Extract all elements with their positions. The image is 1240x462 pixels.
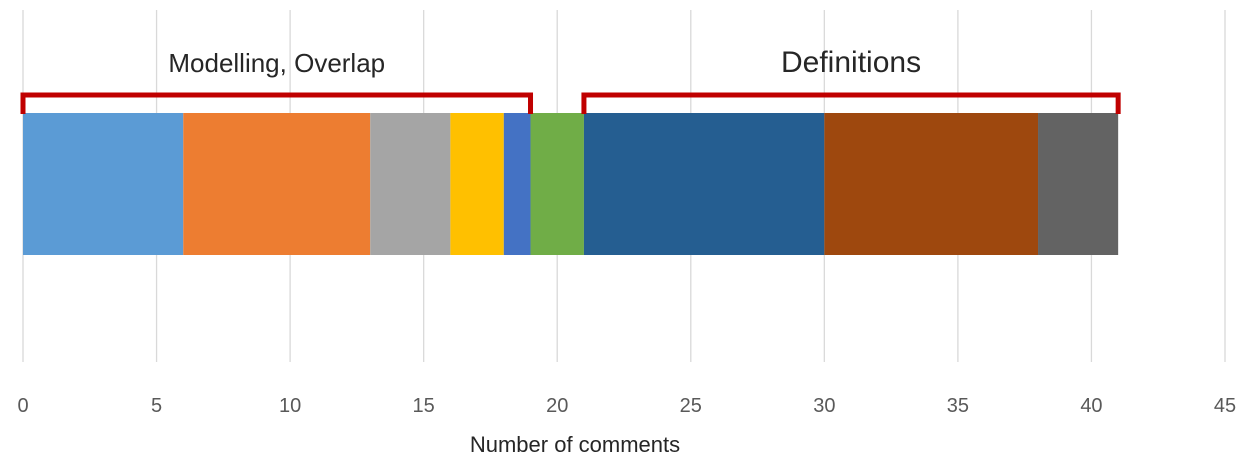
x-tick-label: 10 <box>279 395 301 417</box>
x-tick-label: 25 <box>680 395 702 417</box>
group-bracket <box>20 92 534 114</box>
group-bracket <box>581 92 1121 114</box>
x-tick-label: 30 <box>813 395 835 417</box>
bar-segment <box>23 113 184 255</box>
x-tick-label: 40 <box>1080 395 1102 417</box>
bar-segment <box>1038 113 1119 255</box>
x-tick-label: 45 <box>1214 395 1236 417</box>
bar-segment <box>530 113 584 255</box>
x-axis-title: Number of comments <box>470 432 680 457</box>
bar-segment <box>370 113 451 255</box>
x-tick-label: 35 <box>947 395 969 417</box>
group-brackets: Modelling, Overlap Definitions <box>20 46 1121 114</box>
x-tick-label: 20 <box>546 395 568 417</box>
x-tick-label: 15 <box>413 395 435 417</box>
bar-segment <box>503 113 531 255</box>
group-label: Definitions <box>781 46 921 79</box>
bar-segment <box>824 113 1039 255</box>
x-tick-label: 0 <box>17 395 28 417</box>
group-label: Modelling, Overlap <box>168 48 385 78</box>
x-tick-label: 5 <box>151 395 162 417</box>
x-axis-tick-labels: 0 5 10 15 20 25 30 35 40 45 <box>17 395 1236 417</box>
bar-segments <box>23 113 1119 255</box>
bar-segment <box>450 113 504 255</box>
bar-segment <box>183 113 371 255</box>
bar-segment <box>583 113 825 255</box>
